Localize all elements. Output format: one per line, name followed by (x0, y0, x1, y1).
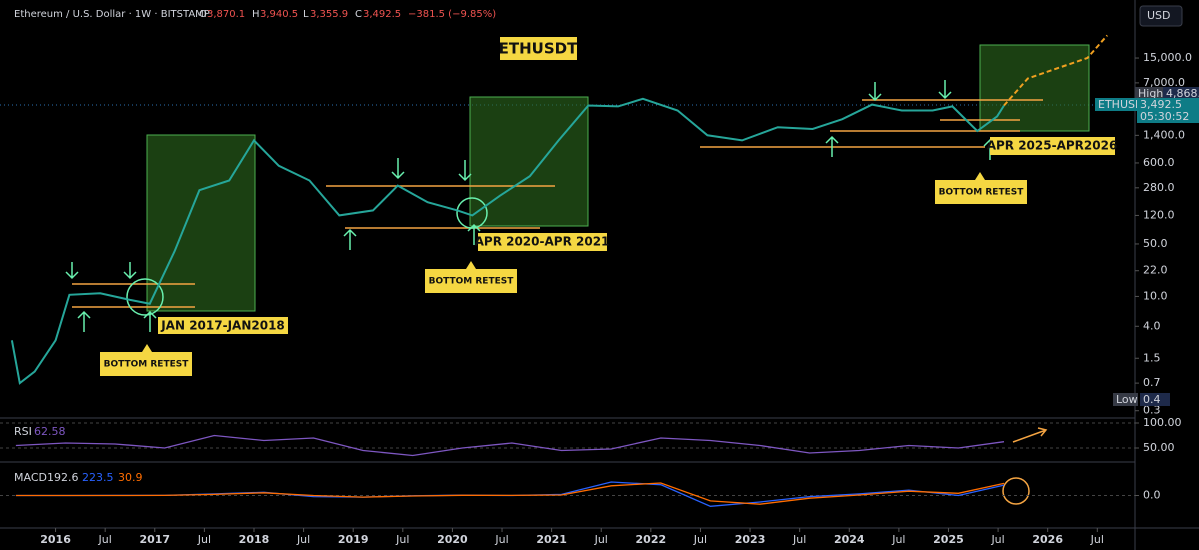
x-tick-label: 2023 (735, 533, 766, 546)
y-tick-label: 50.0 (1143, 237, 1168, 250)
retest-label: BOTTOM RETEST (104, 360, 190, 370)
ohlc-key: O (199, 9, 207, 20)
y-tick-label: 120.0 (1143, 208, 1175, 221)
x-tick-label: Jul (1090, 533, 1104, 546)
arrows (65, 80, 997, 332)
high-key: High (1138, 87, 1163, 100)
ticker-box (500, 37, 577, 60)
y-tick-label: 1.5 (1143, 351, 1161, 364)
retest-bubble (935, 172, 1027, 204)
cycle-label-box (158, 317, 288, 334)
levels (72, 99, 1043, 308)
low-key: Low (1116, 393, 1138, 406)
x-tick-label: 2026 (1032, 533, 1063, 546)
retest-bubble (425, 261, 517, 293)
y-tick-label: 600.0 (1143, 156, 1175, 169)
cycle-label: APR 2025-APR2026 (987, 139, 1118, 153)
cycle-box (979, 44, 1090, 132)
macd-value: 30.9 (118, 471, 143, 484)
low-value-box (1140, 393, 1170, 406)
x-tick-label: 2021 (536, 533, 567, 546)
retest-circle (126, 278, 164, 316)
rsi-value: 62.58 (34, 425, 66, 438)
y-tick-label: 0.0 (1143, 489, 1161, 502)
series-line (1003, 34, 1108, 107)
series-line (15, 481, 1005, 507)
ohlc-value: 3,492.5 (363, 9, 401, 20)
high-value-box (1163, 87, 1199, 100)
retest-bubble (100, 344, 192, 376)
retest-label: BOTTOM RETEST (939, 188, 1025, 198)
rsi-arrow (1012, 427, 1048, 443)
symbol-label-box (1095, 98, 1137, 111)
cycle-label: JAN 2017-JAN2018 (160, 319, 285, 333)
x-tick-label: Jul (693, 533, 707, 546)
series-line (15, 482, 1005, 505)
cycle-label-box (990, 137, 1115, 155)
symbol-title: Ethereum / U.S. Dollar · 1W · BITSTAMP (14, 9, 210, 20)
ohlc-value: 3,355.9 (310, 9, 348, 20)
last-value: 3,492.5 (1140, 98, 1182, 111)
y-tick-label: 1,400.0 (1143, 128, 1185, 141)
x-tick-label: Jul (494, 533, 508, 546)
y-tick-label: 7,000.0 (1143, 76, 1185, 89)
x-tick-label: 2016 (40, 533, 71, 546)
ohlc-value: 3,940.5 (260, 9, 298, 20)
symbol-label: ETHUSD (1098, 98, 1143, 111)
series-line (15, 434, 1005, 457)
high-key-box (1135, 87, 1163, 100)
y-tick-label: 0.7 (1143, 376, 1161, 389)
cycle-label: APR 2020-APR 2021 (475, 235, 610, 249)
x-tick-label: 2020 (437, 533, 468, 546)
x-tick-label: 2017 (139, 533, 170, 546)
y-tick-label: 15,000.0 (1143, 51, 1192, 64)
x-tick-label: Jul (98, 533, 112, 546)
ticker-label: ETHUSDT (499, 40, 578, 58)
last-value-box (1137, 98, 1199, 111)
currency-label[interactable]: USD (1147, 9, 1171, 22)
x-tick-label: 2018 (239, 533, 270, 546)
change: −381.5 (−9.85%) (408, 9, 496, 20)
ohlc-key: C (355, 9, 362, 20)
low-value: 0.4 (1143, 393, 1161, 406)
x-tick-label: Jul (891, 533, 905, 546)
x-tick-label: 2019 (338, 533, 369, 546)
x-tick-label: Jul (197, 533, 211, 546)
macd-value: 223.5 (82, 471, 114, 484)
cycle-box (469, 96, 589, 227)
ohlc-key: H (252, 9, 260, 20)
countdown-box (1137, 110, 1199, 123)
ohlc-key: L (303, 9, 309, 20)
retest-label: BOTTOM RETEST (429, 277, 515, 287)
countdown: 05:30:52 (1140, 110, 1189, 123)
x-tick-label: Jul (395, 533, 409, 546)
currency-button[interactable] (1139, 5, 1183, 27)
x-tick-label: Jul (990, 533, 1004, 546)
cycle-label-box (478, 233, 607, 251)
macd-value: 192.6 (47, 471, 79, 484)
y-tick-label: 0.3 (1143, 404, 1161, 417)
retest-circle (456, 197, 488, 229)
x-tick-label: 2024 (834, 533, 865, 546)
y-tick-label: 22.0 (1143, 264, 1168, 277)
x-tick-label: Jul (594, 533, 608, 546)
x-tick-label: 2022 (636, 533, 667, 546)
x-tick-label: Jul (296, 533, 310, 546)
ohlc-value: 3,870.1 (207, 9, 245, 20)
rsi-name: RSI (14, 425, 32, 438)
low-key-box (1113, 393, 1138, 406)
y-tick-label: 100.00 (1143, 416, 1182, 429)
y-tick-label: 50.00 (1143, 441, 1175, 454)
y-tick-label: 4.0 (1143, 319, 1161, 332)
y-tick-label: 280.0 (1143, 181, 1175, 194)
x-tick-label: Jul (792, 533, 806, 546)
y-tick-label: 10.0 (1143, 289, 1168, 302)
cycle-box (146, 134, 256, 312)
series-line (10, 97, 1005, 385)
macd-circle (1002, 477, 1030, 505)
high-value: 4,868.8 (1166, 87, 1199, 100)
x-tick-label: 2025 (933, 533, 964, 546)
macd-name: MACD (14, 471, 47, 484)
